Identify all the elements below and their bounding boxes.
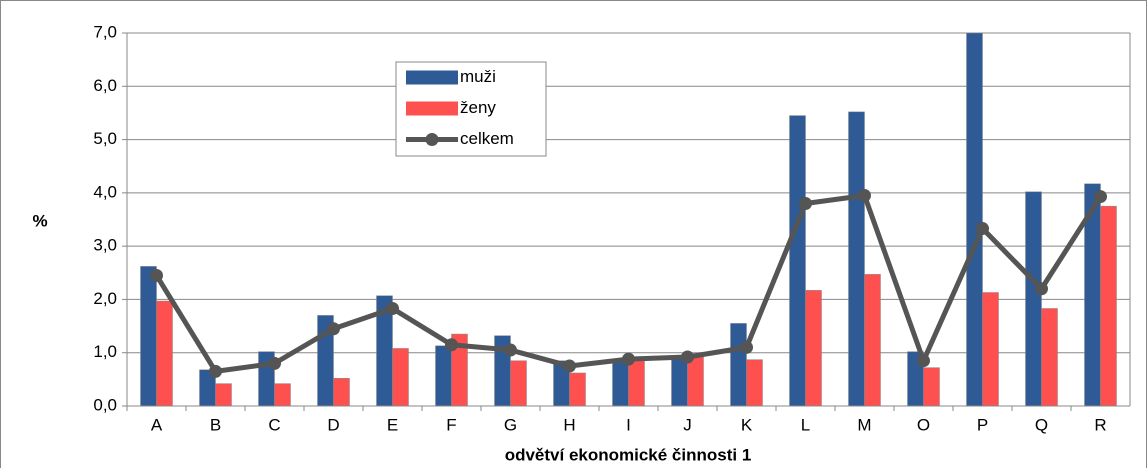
bar: [746, 359, 763, 407]
bar: [982, 292, 999, 407]
bar: [1100, 205, 1117, 407]
legend-swatch-marker: [425, 133, 439, 146]
line-marker: [563, 359, 576, 373]
bar: [805, 290, 822, 407]
y-tick-label: 7,0: [93, 22, 117, 41]
y-tick-label: 4,0: [93, 182, 117, 201]
bar: [510, 360, 527, 407]
legend-label: muži: [460, 67, 496, 86]
line-marker: [386, 301, 399, 315]
x-tick-label: C: [268, 415, 280, 434]
bar: [274, 383, 291, 407]
x-tick-label: A: [151, 415, 163, 434]
legend-swatch: [406, 101, 458, 116]
legend-swatch: [406, 70, 458, 85]
x-tick-label: R: [1094, 415, 1106, 434]
x-tick-label: P: [977, 415, 988, 434]
x-tick-label: Q: [1035, 415, 1048, 434]
x-tick-label: M: [857, 415, 871, 434]
line-marker: [1035, 282, 1048, 296]
y-tick-label: 0,0: [93, 395, 117, 414]
bar: [1041, 308, 1058, 407]
bar: [1025, 191, 1042, 407]
line-marker: [268, 356, 281, 370]
x-tick-label: G: [504, 415, 517, 434]
line-marker: [1094, 190, 1107, 204]
bar: [569, 372, 586, 407]
bar: [435, 345, 452, 407]
x-axis-label: odvětví ekonomické činnosti 1: [505, 445, 752, 464]
bar: [923, 367, 940, 407]
bar: [156, 300, 173, 407]
x-tick-label: D: [327, 415, 339, 434]
line-marker: [622, 352, 635, 366]
line-marker: [445, 338, 458, 352]
x-tick-label: L: [801, 415, 810, 434]
line-marker: [681, 350, 694, 364]
bar: [864, 274, 881, 407]
x-tick-label: H: [563, 415, 575, 434]
bar: [392, 348, 409, 407]
bar: [730, 323, 747, 407]
line-marker: [799, 197, 812, 211]
y-axis-label: %: [32, 211, 47, 230]
bar: [671, 356, 688, 407]
bar: [789, 115, 806, 407]
bar: [612, 358, 629, 407]
bar: [848, 111, 865, 407]
x-tick-label: K: [741, 415, 753, 434]
line-marker: [327, 322, 340, 336]
legend-label: celkem: [460, 129, 514, 148]
x-tick-label: O: [917, 415, 930, 434]
legend-label: ženy: [460, 98, 496, 117]
x-tick-label: B: [210, 415, 221, 434]
y-tick-label: 6,0: [93, 76, 117, 95]
line-marker: [740, 340, 753, 354]
line-marker: [858, 189, 871, 203]
line-marker: [150, 268, 163, 282]
bar: [333, 378, 350, 407]
bar: [215, 383, 232, 407]
x-tick-label: J: [683, 415, 692, 434]
bar: [628, 358, 645, 407]
line-marker: [504, 343, 517, 357]
x-tick-label: F: [446, 415, 456, 434]
line-marker: [209, 364, 222, 378]
y-tick-label: 2,0: [93, 289, 117, 308]
x-tick-label: E: [387, 415, 398, 434]
y-tick-label: 3,0: [93, 236, 117, 255]
line-marker: [976, 222, 989, 236]
x-tick-label: I: [626, 415, 631, 434]
y-tick-label: 1,0: [93, 342, 117, 361]
bar: [966, 32, 983, 407]
line-marker: [917, 354, 930, 368]
y-tick-label: 5,0: [93, 129, 117, 148]
bar: [140, 266, 157, 407]
